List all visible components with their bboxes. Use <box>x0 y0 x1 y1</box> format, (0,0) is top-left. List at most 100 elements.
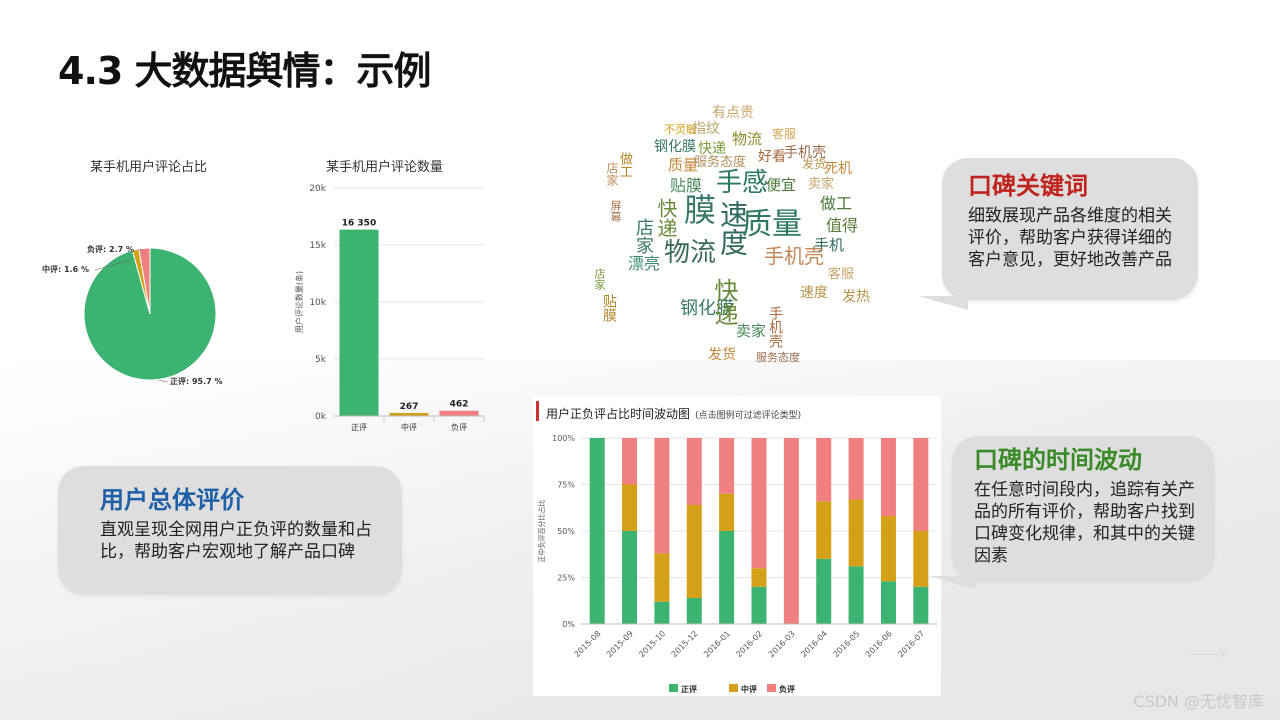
word-cloud-term: 手机壳 <box>784 145 826 161</box>
time-ytick-2: 50% <box>557 527 575 536</box>
word-cloud-term: 手机壳 <box>767 306 783 348</box>
pie-slice-label-0: 正评: 95.7 % <box>170 377 223 386</box>
time-legend-swatch-0 <box>669 684 678 692</box>
word-cloud-term: 发热 <box>842 289 870 305</box>
word-cloud-term: 指纹 <box>692 121 720 137</box>
word-cloud-term: 值得 <box>826 216 859 235</box>
time-xtick-8: 2016-05 <box>831 629 861 659</box>
callout-overall-evaluation: 用户总体评价 直观呈现全网用户正负评的数量和占比，帮助客户宏观地了解产品口碑 <box>58 466 402 594</box>
word-cloud-term: 快递 <box>710 278 738 326</box>
time-bar-9-2 <box>880 438 896 517</box>
word-cloud-term: 卖家 <box>808 177 835 192</box>
word-cloud-term: 快递 <box>698 141 726 157</box>
callout-keywords-heading: 口碑关键词 <box>968 172 1088 200</box>
time-bar-2-2 <box>654 438 670 554</box>
count-ytick-2: 10k <box>309 298 326 308</box>
time-bar-9-0 <box>880 581 896 624</box>
time-legend-swatch-1 <box>729 684 738 692</box>
word-cloud-term: 店家 <box>633 218 654 254</box>
time-ytick-4: 100% <box>552 434 575 443</box>
count-bar-1 <box>389 412 429 416</box>
time-bar-3-1 <box>686 504 702 598</box>
time-bar-4-0 <box>719 531 735 624</box>
time-legend-label-0: 正评 <box>681 685 697 694</box>
word-cloud-term: 好看 <box>758 149 786 165</box>
watermark: CSDN @无忧智库 <box>1133 692 1264 711</box>
time-xtick-10: 2016-07 <box>896 629 926 659</box>
time-bar-3-2 <box>686 438 702 505</box>
word-cloud-term: 死机 <box>824 161 852 177</box>
word-cloud-term: 卖家 <box>736 322 767 340</box>
word-cloud-term: 质量 <box>742 207 802 242</box>
callout-time-heading: 口碑的时间波动 <box>974 446 1142 474</box>
word-cloud-term: 店家 <box>593 268 606 290</box>
callout-overall-heading: 用户总体评价 <box>100 486 244 514</box>
pie-chart: 正评: 95.7 % 中评: 1.6 % 负评: 2.7 % <box>42 244 223 386</box>
time-bar-7-1 <box>816 501 832 559</box>
time-bar-0-0 <box>589 438 605 624</box>
pie-slice-label-1: 中评: 1.6 % <box>42 264 89 274</box>
time-chart-title: 用户正负评占比时间波动图 <box>546 407 691 421</box>
time-bar-1-2 <box>622 438 638 485</box>
count-ytick-0: 0k <box>315 412 327 422</box>
word-cloud-term: 速度 <box>716 200 749 256</box>
time-legend-item-0[interactable]: 正评 <box>669 684 697 694</box>
word-cloud-term: 漂亮 <box>628 254 661 273</box>
word-cloud-term: 物流 <box>664 238 717 268</box>
count-ylabel: 用户评论数量(条) <box>294 271 304 333</box>
count-value-label-2: 462 <box>450 400 469 410</box>
word-cloud-term: 贴膜 <box>670 176 703 195</box>
time-legend-swatch-2 <box>767 684 776 692</box>
time-ylabel: 正中负评百分比占比 <box>537 500 546 563</box>
time-bar-5-2 <box>751 438 767 569</box>
time-bar-2-0 <box>654 601 670 624</box>
word-cloud-term: 客服 <box>828 267 855 282</box>
count-ytick-1: 5k <box>315 355 327 365</box>
time-bar-3-0 <box>686 597 702 624</box>
time-xtick-3: 2015-12 <box>670 629 700 659</box>
word-cloud-term: 贴膜 <box>601 294 617 322</box>
callout-keywords: 口碑关键词 细致展现产品各维度的相关评价，帮助客户获得详细的客户意见，更好地改善… <box>942 158 1198 300</box>
word-cloud-term: 发货 <box>802 157 827 171</box>
time-ytick-0: 0% <box>562 620 575 629</box>
callout-time-fluctuation: 口碑的时间波动 在任意时间段内，追踪有关产品的所有评价，帮助客户找到口碑变化规律… <box>952 436 1214 580</box>
time-legend-item-1[interactable]: 中评 <box>729 684 757 694</box>
callout-time-body: 在任意时间段内，追踪有关产品的所有评价，帮助客户找到口碑变化规律，和其中的关键因… <box>974 480 1195 566</box>
word-cloud-term: 发货 <box>708 347 736 363</box>
time-bar-1-1 <box>622 484 638 531</box>
time-chart-title-marker <box>536 401 539 421</box>
time-bar-10-1 <box>913 531 929 587</box>
time-chart-subtitle: (点击图例可过滤评论类型) <box>695 411 802 421</box>
word-cloud-term: 手感 <box>716 168 769 198</box>
time-bar-2-1 <box>654 553 670 602</box>
word-cloud-term: 手机 <box>814 236 845 254</box>
pie-slice-label-2: 负评: 2.7 % <box>87 244 134 254</box>
time-bar-8-1 <box>848 499 864 567</box>
callout-overall-body: 直观呈现全网用户正负评的数量和占比，帮助客户宏观地了解产品口碑 <box>100 520 372 562</box>
word-cloud-term: 不灵敏 <box>664 123 697 136</box>
time-legend-label-2: 负评 <box>779 684 795 694</box>
time-bar-5-1 <box>751 568 767 587</box>
count-value-label-1: 267 <box>400 402 419 412</box>
word-cloud-term: 做工 <box>617 152 632 178</box>
pie-label-leader-0 <box>157 379 169 383</box>
count-bar-chart: 0k 5k 10k 15k 20k 用户评论数量(条) 16 350 正评 267 中评 462 负评 <box>294 184 485 432</box>
next-arrow-icon <box>1188 654 1224 655</box>
word-cloud-term: 便宜 <box>766 176 797 194</box>
time-bar-6-2 <box>783 438 799 624</box>
time-xtick-6: 2016-03 <box>767 629 797 659</box>
time-legend-item-2[interactable]: 负评 <box>767 684 795 694</box>
word-cloud-term: 膜 <box>684 191 717 229</box>
count-bar-2 <box>439 410 479 416</box>
time-ytick-3: 75% <box>557 481 575 490</box>
time-xtick-1: 2015-09 <box>605 629 635 659</box>
time-bar-4-1 <box>719 493 735 531</box>
count-ytick-3: 15k <box>309 241 326 251</box>
time-bar-4-2 <box>719 438 735 494</box>
word-cloud-term: 质量 <box>668 156 699 174</box>
word-cloud-term: 快递 <box>654 198 678 238</box>
word-cloud-term: 屏幕 <box>609 200 622 222</box>
word-cloud-term: 钢化膜 <box>654 139 696 155</box>
time-xtick-5: 2016-02 <box>734 629 764 659</box>
keyword-word-cloud: 有点贵 不灵敏 指纹 物流 客服 钢化膜 快递 做工 质量 服务态度 好看 手机壳 店家 发货 死机 贴膜 手感… <box>588 100 888 380</box>
